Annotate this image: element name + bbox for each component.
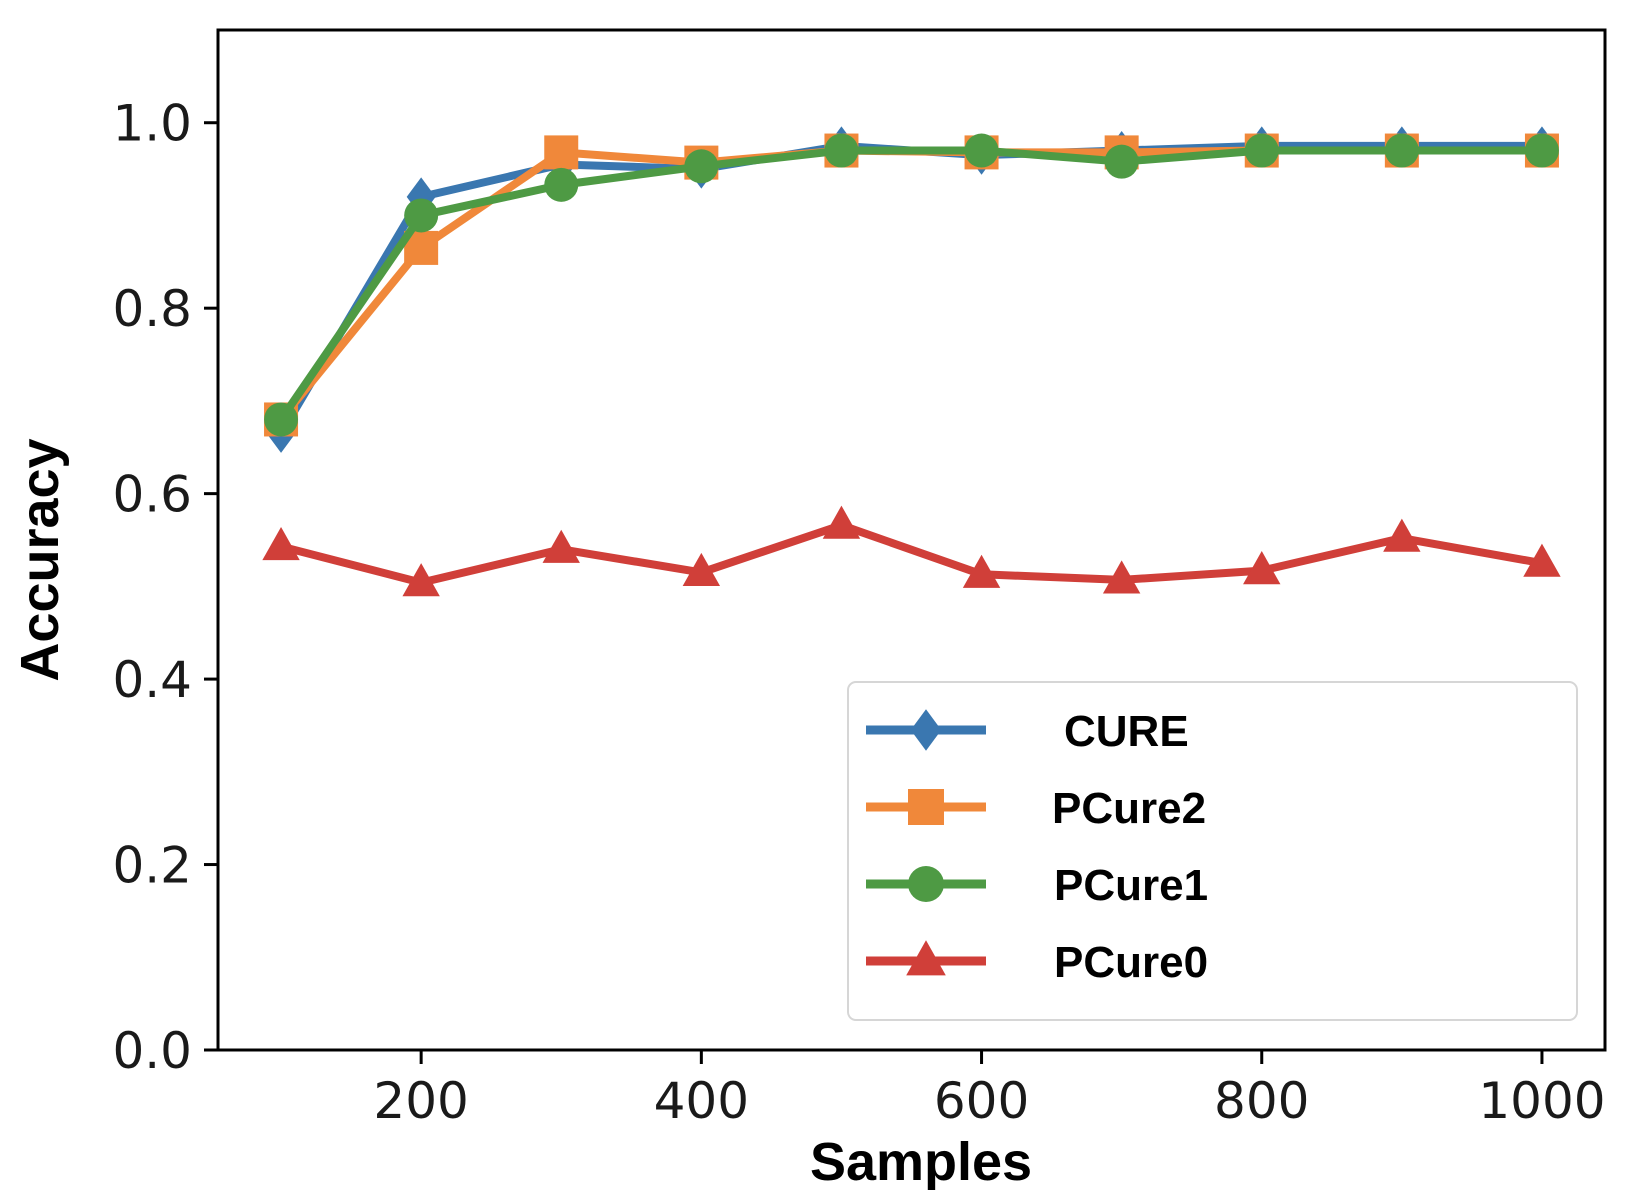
x-tick-label: 400: [654, 1072, 749, 1130]
data-point-pcure0: [1523, 543, 1561, 577]
legend-marker-square-icon: [908, 789, 944, 825]
x-axis-ticks: 200 400 600 800 1000: [373, 1050, 1606, 1130]
y-tick-label: 0.0: [112, 1022, 192, 1080]
legend-item-pcure2: PCure2: [866, 784, 1206, 833]
data-point-pcure0: [682, 552, 721, 587]
data-point-pcure1: [404, 198, 439, 233]
legend-marker-diamond-icon: [910, 709, 942, 751]
y-axis-ticks: 0.0 0.2 0.4 0.6 0.8 1.0: [112, 95, 218, 1080]
data-point-pcure0: [542, 529, 580, 563]
data-point-pcure0: [1102, 560, 1141, 594]
data-point-pcure1: [544, 167, 579, 202]
series-line-cure: [277, 141, 1546, 438]
data-point-pcure0: [822, 505, 861, 539]
y-tick-label: 0.2: [112, 837, 192, 895]
data-point-pcure1: [264, 402, 299, 437]
x-tick-label: 200: [373, 1072, 468, 1130]
y-tick-label: 1.0: [112, 95, 192, 153]
y-tick-label: 0.8: [112, 280, 192, 338]
series-cure: [266, 126, 1557, 453]
x-axis-title: Samples: [810, 1132, 1032, 1190]
series-pcure1: [264, 133, 1559, 437]
data-point-pcure1: [1244, 133, 1279, 168]
data-point-pcure1: [824, 133, 859, 168]
data-point-pcure1: [964, 133, 999, 168]
data-point-pcure0: [962, 554, 1001, 588]
data-point-pcure1: [1524, 133, 1559, 168]
legend-item-pcure1: PCure1: [866, 861, 1208, 910]
legend: CURE PCure2 PCure1 PCure0: [847, 681, 1578, 1021]
legend-label: PCure2: [1052, 784, 1206, 833]
data-point-pcure2: [544, 135, 579, 170]
legend-box: [847, 681, 1578, 1021]
y-tick-label: 0.6: [112, 466, 192, 524]
series-line-pcure2: [277, 146, 1546, 424]
y-tick-label: 0.4: [112, 651, 192, 709]
y-axis-title: Accuracy: [10, 438, 70, 681]
series-line-pcure0: [277, 521, 1546, 587]
data-point-pcure1: [684, 149, 719, 184]
legend-marker-triangle-icon: [906, 940, 946, 976]
legend-label: PCure1: [1054, 861, 1208, 910]
series-pcure0: [262, 505, 1561, 597]
legend-item-cure: CURE: [866, 707, 1189, 756]
plot-frame: [216, 28, 1607, 1052]
legend-item-pcure0: PCure0: [866, 938, 1208, 987]
series-layer: [262, 126, 1561, 597]
series-line-pcure1: [277, 146, 1546, 424]
data-point-pcure1: [1384, 133, 1419, 168]
data-point-pcure0: [1383, 518, 1421, 552]
data-point-pcure1: [1104, 144, 1139, 179]
legend-label: PCure0: [1054, 938, 1208, 987]
legend-marker-circle-icon: [908, 866, 944, 902]
x-tick-label: 600: [934, 1072, 1029, 1130]
series-pcure2: [264, 133, 1559, 437]
data-point-pcure0: [262, 526, 300, 561]
legend-label: CURE: [1064, 707, 1189, 756]
x-tick-label: 1000: [1478, 1072, 1605, 1130]
x-tick-label: 800: [1214, 1072, 1309, 1130]
data-point-pcure0: [402, 563, 440, 597]
data-point-pcure0: [1243, 551, 1281, 585]
